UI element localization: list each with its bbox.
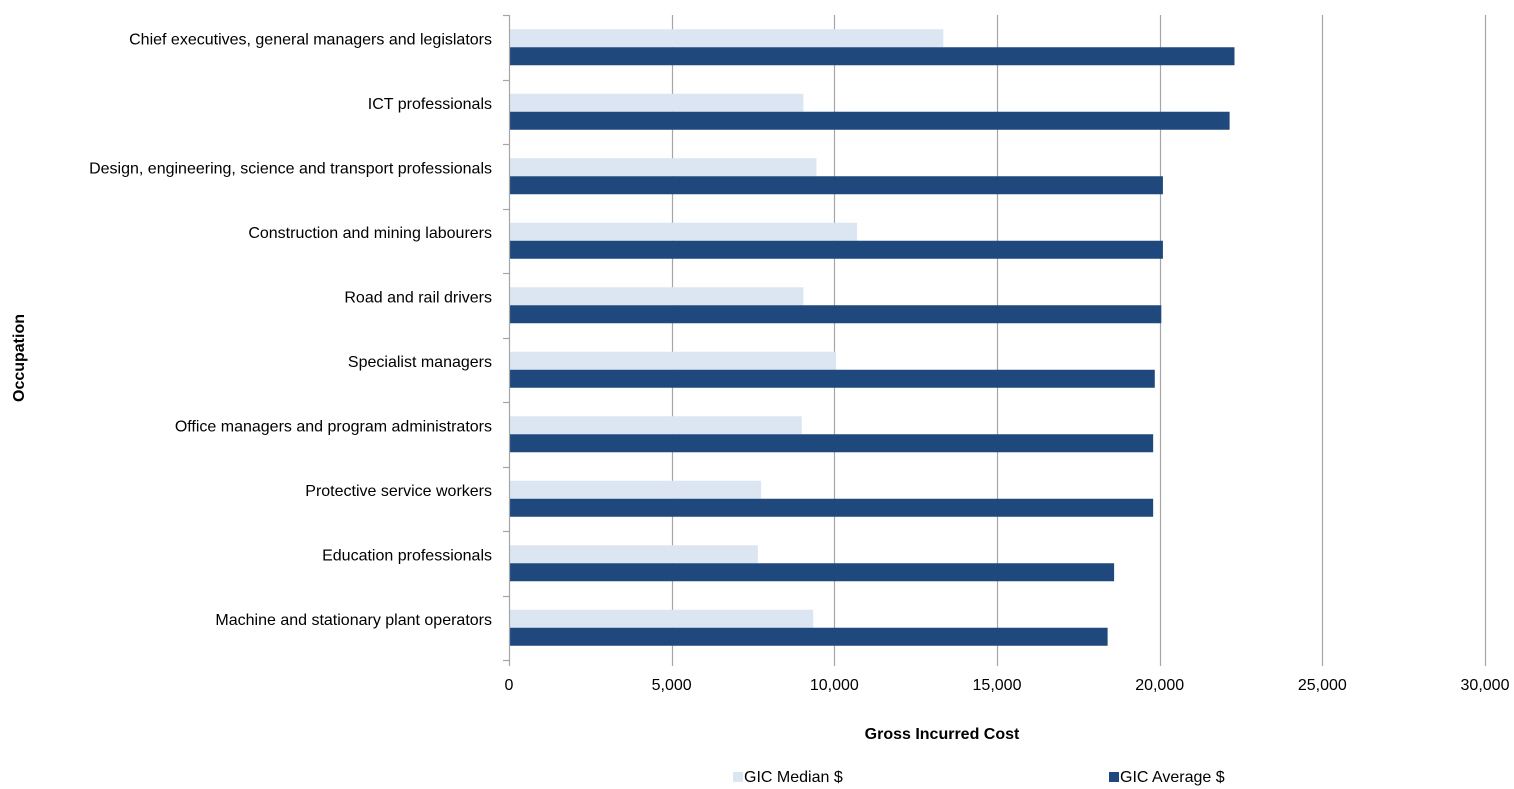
category-label: Education professionals — [322, 547, 492, 564]
bar-median — [510, 93, 804, 112]
bar-median — [510, 158, 817, 177]
x-tick-label: 5,000 — [652, 677, 692, 694]
bar-median — [510, 545, 758, 564]
legend: GIC Median $ GIC Average $ — [733, 769, 1225, 786]
y-axis-title: Occupation — [11, 314, 28, 402]
bar-average — [510, 176, 1163, 195]
legend-label: GIC Median $ — [744, 769, 843, 786]
bar-average — [510, 240, 1163, 259]
x-tick-label: 10,000 — [810, 677, 859, 694]
bar-average — [510, 47, 1235, 66]
x-tick-label: 25,000 — [1298, 677, 1347, 694]
category-label: Road and rail drivers — [344, 289, 492, 306]
bar-median — [510, 287, 804, 306]
legend-swatch — [733, 772, 743, 782]
x-axis-title: Gross Incurred Cost — [865, 726, 1020, 743]
legend-swatch — [1109, 772, 1119, 782]
bar-average — [510, 627, 1108, 646]
bar-average — [510, 369, 1155, 388]
x-tick-label: 20,000 — [1135, 677, 1184, 694]
x-tick-label: 30,000 — [1461, 677, 1510, 694]
x-tick-labels: 0 5,000 10,000 15,000 20,000 25,000 30,000 — [505, 677, 1510, 694]
bar-average — [510, 111, 1230, 130]
bar-median — [510, 222, 858, 241]
bar-median — [510, 416, 802, 435]
legend-label: GIC Average $ — [1120, 769, 1225, 786]
category-label: Specialist managers — [348, 354, 492, 371]
category-label: Machine and stationary plant operators — [215, 612, 492, 629]
category-label: Design, engineering, science and transpo… — [89, 160, 492, 177]
bar-median — [510, 609, 814, 628]
bar-median — [510, 351, 836, 370]
bar-average — [510, 498, 1154, 517]
category-labels: Chief executives, general managers and l… — [89, 31, 492, 629]
bar-average — [510, 563, 1115, 582]
bar-median — [510, 480, 762, 499]
bar-average — [510, 434, 1154, 453]
category-label: Chief executives, general managers and l… — [129, 31, 492, 48]
x-tick-label: 15,000 — [973, 677, 1022, 694]
x-tick-label: 0 — [505, 677, 514, 694]
bars — [510, 29, 1235, 646]
category-label: ICT professionals — [368, 96, 492, 113]
category-label: Office managers and program administrato… — [175, 418, 492, 435]
category-label: Protective service workers — [305, 483, 492, 500]
bar-average — [510, 305, 1162, 324]
category-label: Construction and mining labourers — [248, 225, 492, 242]
bar-median — [510, 29, 944, 48]
axes — [503, 14, 1487, 666]
